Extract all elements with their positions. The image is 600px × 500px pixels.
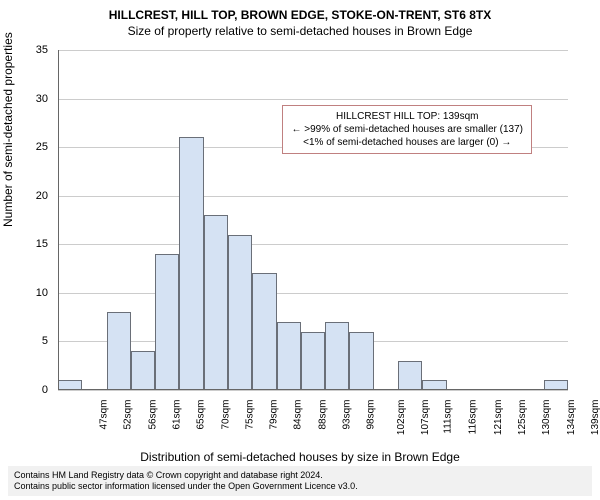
x-axis-title: Distribution of semi-detached houses by … [0, 450, 600, 464]
grid-line [58, 390, 568, 391]
y-tick-label: 20 [36, 190, 48, 202]
plot-area: HILLCREST HILL TOP: 139sqm ← >99% of sem… [58, 50, 568, 390]
histogram-bar [398, 361, 422, 390]
histogram-bar [155, 254, 179, 390]
x-tick-label: 79sqm [269, 400, 280, 430]
x-tick-label: 70sqm [220, 400, 231, 430]
x-tick-label: 139sqm [590, 400, 600, 436]
x-tick-label: 134sqm [566, 400, 577, 436]
histogram-bar [179, 137, 203, 390]
footer-attribution: Contains HM Land Registry data © Crown c… [8, 466, 592, 496]
x-axis-labels: 47sqm 52sqm 56sqm 61sqm 65sqm 70sqm 75sqm 79sqm… [58, 392, 568, 444]
footer-line1: Contains HM Land Registry data © Crown c… [14, 470, 586, 481]
chart-title: HILLCREST, HILL TOP, BROWN EDGE, STOKE-O… [0, 0, 600, 22]
annotation-box: HILLCREST HILL TOP: 139sqm ← >99% of sem… [282, 105, 532, 154]
y-tick-label: 30 [36, 93, 48, 105]
x-tick-label: 52sqm [123, 400, 134, 430]
x-tick-label: 65sqm [196, 400, 207, 430]
annotation-line2: ← >99% of semi-detached houses are small… [291, 123, 523, 136]
y-tick-label: 5 [42, 335, 48, 347]
x-tick-label: 102sqm [396, 400, 407, 436]
y-tick-label: 15 [36, 238, 48, 250]
annotation-line1: HILLCREST HILL TOP: 139sqm [291, 110, 523, 123]
x-tick-label: 47sqm [99, 400, 110, 430]
x-tick-label: 84sqm [293, 400, 304, 430]
y-axis-line [58, 50, 59, 390]
x-tick-label: 88sqm [317, 400, 328, 430]
histogram-bar [204, 215, 228, 390]
x-tick-label: 98sqm [366, 400, 377, 430]
x-axis-line [58, 389, 568, 390]
chart-container: HILLCREST, HILL TOP, BROWN EDGE, STOKE-O… [0, 0, 600, 500]
footer-line2: Contains public sector information licen… [14, 481, 586, 492]
x-tick-label: 56sqm [147, 400, 158, 430]
x-tick-label: 61sqm [172, 400, 183, 430]
y-axis-labels: 05101520253035 [0, 50, 54, 390]
histogram-bar [131, 351, 155, 390]
x-tick-label: 93sqm [342, 400, 353, 430]
histogram-bar [325, 322, 349, 390]
x-tick-label: 75sqm [244, 400, 255, 430]
histogram-bar [107, 312, 131, 390]
x-tick-label: 116sqm [468, 400, 479, 435]
histogram-bar [252, 273, 276, 390]
y-tick-label: 10 [36, 287, 48, 299]
x-tick-label: 111sqm [443, 400, 454, 434]
histogram-bar [277, 322, 301, 390]
histogram-bar [301, 332, 325, 390]
x-tick-label: 121sqm [493, 400, 504, 436]
histogram-bar [228, 235, 252, 390]
histogram-bar [349, 332, 373, 390]
bars-group [58, 50, 568, 390]
chart-subtitle: Size of property relative to semi-detach… [0, 22, 600, 38]
x-tick-label: 125sqm [517, 400, 528, 436]
x-tick-label: 130sqm [541, 400, 552, 436]
y-tick-label: 35 [36, 44, 48, 56]
y-tick-label: 0 [42, 384, 48, 396]
x-tick-label: 107sqm [420, 400, 431, 436]
y-tick-label: 25 [36, 141, 48, 153]
annotation-line3: <1% of semi-detached houses are larger (… [291, 136, 523, 149]
